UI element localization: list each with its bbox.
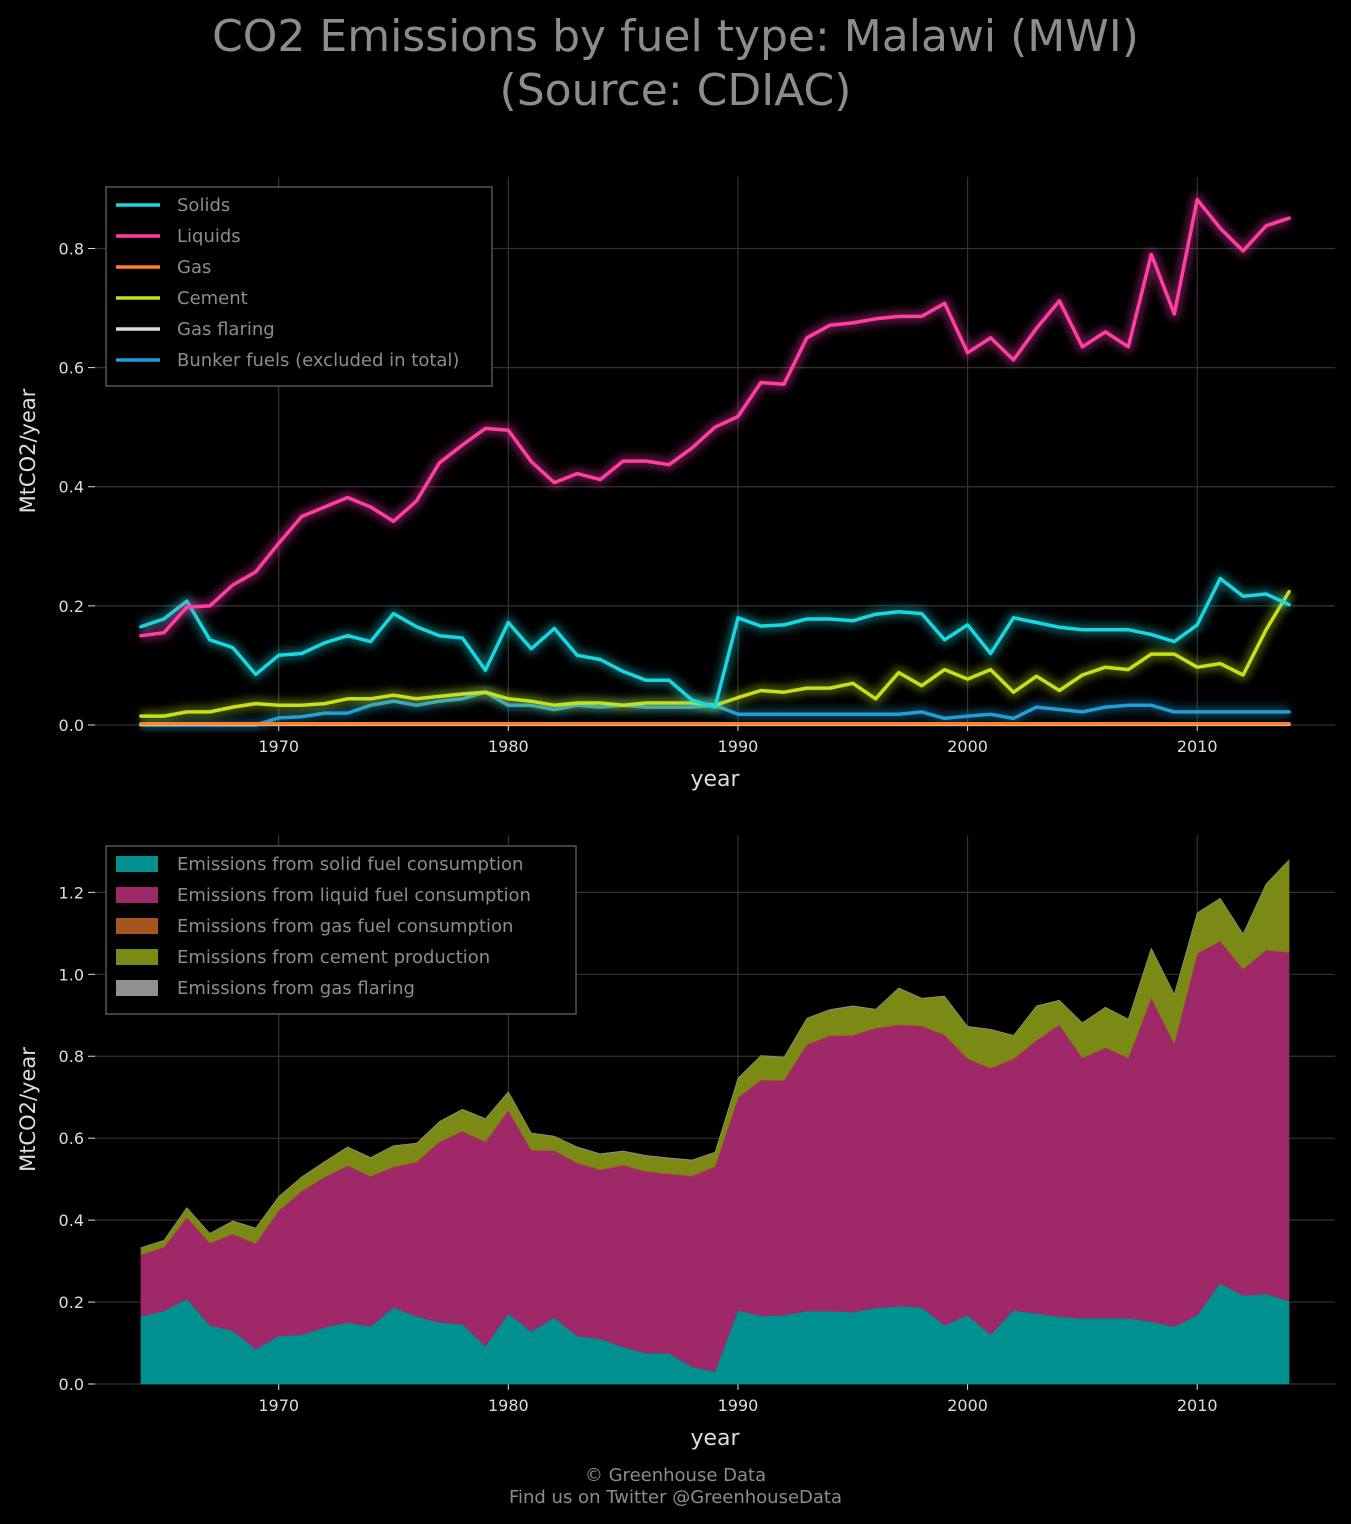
chart-title: CO2 Emissions by fuel type: Malawi (MWI)… (0, 10, 1351, 118)
series-liquids (139, 193, 1292, 642)
legend-item-cement: Cement (116, 288, 248, 309)
footer-twitter: Find us on Twitter @GreenhouseData (508, 1487, 843, 1508)
legend-label: Liquids (177, 226, 241, 247)
legend-item-emissions-from-solid-fuel-consumption: Emissions from solid fuel consumption (116, 854, 523, 875)
legend: Emissions from solid fuel consumption Emi… (105, 845, 577, 1015)
series-line (139, 197, 1291, 638)
legend-label: Cement (177, 288, 248, 309)
legend-swatch (116, 980, 158, 996)
legend: Solids Liquids Gas Cement Gas flaring Bunker … (105, 186, 493, 387)
x-tick-label: 1970 (258, 737, 299, 756)
x-tick-label: 2000 (947, 1396, 988, 1415)
x-tick-label: 2010 (1177, 737, 1218, 756)
legend-label: Emissions from gas flaring (177, 978, 415, 999)
stacked-area-chart-total: 0.0 0.2 0.4 0.6 0.8 1.0 1.2 1970 1980 1990 2000 201… (16, 835, 1335, 1451)
legend-label: Emissions from solid fuel consumption (177, 854, 523, 875)
y-tick-label: 0.8 (59, 239, 84, 258)
legend-item-emissions-from-liquid-fuel-consumption: Emissions from liquid fuel consumption (116, 885, 531, 906)
legend-swatch (116, 918, 158, 934)
x-tick-label: 2010 (1177, 1396, 1218, 1415)
x-tick-label: 1980 (488, 1396, 529, 1415)
legend-frame (105, 186, 493, 387)
y-tick-label: 0.8 (59, 1047, 84, 1066)
y-tick-label: 0.6 (59, 1129, 84, 1148)
line-chart-by-fuel: 0.0 0.2 0.4 0.6 0.8 1970 1980 1990 2000 2010 year M… (16, 177, 1335, 792)
y-tick-label: 0.2 (59, 1293, 84, 1312)
y-tick-label: 0.4 (59, 1211, 84, 1230)
y-tick-label: 1.0 (59, 965, 84, 984)
legend-swatch (116, 856, 158, 872)
x-tick-label: 1990 (718, 1396, 759, 1415)
series-solids (138, 572, 1292, 714)
y-tick-label: 0.2 (59, 597, 84, 616)
legend-item-bunker-fuels-excluded-in-total: Bunker fuels (excluded in total) (116, 350, 459, 371)
tick-labels: 0.0 0.2 0.4 0.6 0.8 1.0 1.2 1970 1980 1990 2000 201… (59, 883, 1218, 1415)
y-axis-label: MtCO2/year (16, 1047, 40, 1172)
footer-copyright: © Greenhouse Data (584, 1465, 767, 1486)
y-tick-label: 0.4 (59, 478, 84, 497)
legend-label: Solids (177, 195, 230, 216)
tick-labels: 0.0 0.2 0.4 0.6 0.8 1970 1980 1990 2000 2010 (59, 239, 1218, 756)
chart-title-line-1: CO2 Emissions by fuel type: Malawi (MWI) (212, 11, 1139, 62)
stacked-areas (140, 858, 1290, 1385)
x-axis-label: year (690, 1426, 740, 1451)
y-tick-label: 0.0 (59, 1375, 84, 1394)
series-glow (138, 572, 1292, 714)
y-axis-label: MtCO2/year (16, 388, 40, 513)
legend-label: Emissions from gas fuel consumption (177, 916, 513, 937)
legend-item-emissions-from-gas-fuel-consumption: Emissions from gas fuel consumption (116, 916, 513, 937)
y-tick-label: 0.0 (59, 716, 84, 735)
area-emissions-from-gas-flaring (140, 858, 1290, 1249)
legend-label: Gas (177, 257, 211, 278)
series-lines (138, 193, 1295, 731)
legend-item-emissions-from-cement-production: Emissions from cement production (116, 947, 490, 968)
legend-item-solids: Solids (116, 195, 230, 216)
x-tick-label: 1970 (258, 1396, 299, 1415)
legend-frame (105, 845, 577, 1015)
chart-title-line-2: (Source: CDIAC) (499, 65, 852, 116)
legend-label: Emissions from cement production (177, 947, 490, 968)
legend-swatch (116, 887, 158, 903)
legend-swatch (116, 949, 158, 965)
legend-item-gas: Gas (116, 257, 211, 278)
legend-item-liquids: Liquids (116, 226, 241, 247)
x-tick-label: 1990 (718, 737, 759, 756)
footer-credit: © Greenhouse Data Find us on Twitter @Gr… (0, 1465, 1351, 1509)
y-tick-label: 1.2 (59, 883, 84, 902)
legend-label: Gas flaring (177, 319, 275, 340)
legend-label: Bunker fuels (excluded in total) (177, 350, 459, 371)
legend-item-emissions-from-gas-flaring: Emissions from gas flaring (116, 978, 415, 999)
x-tick-label: 2000 (947, 737, 988, 756)
y-tick-label: 0.6 (59, 359, 84, 378)
legend-label: Emissions from liquid fuel consumption (177, 885, 531, 906)
series-line (139, 576, 1291, 709)
legend-item-gas-flaring: Gas flaring (116, 319, 275, 340)
x-tick-label: 1980 (488, 737, 529, 756)
x-axis-label: year (690, 767, 740, 792)
